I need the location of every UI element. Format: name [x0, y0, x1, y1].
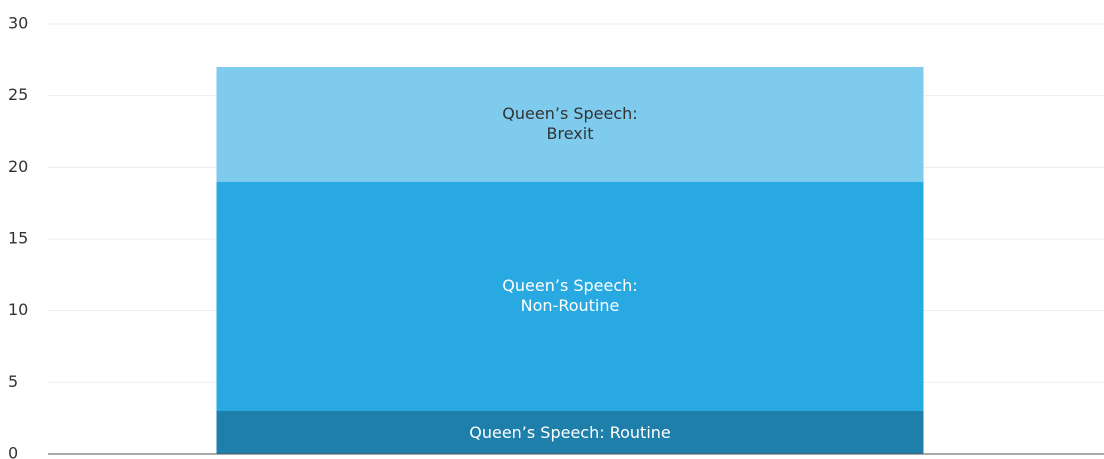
segment-label: Queen’s Speech: Non-Routine	[502, 276, 638, 316]
y-tick-label: 30	[8, 14, 28, 33]
segment-label-wrap: Queen’s Speech: Brexit	[217, 67, 924, 182]
segment-label: Queen’s Speech: Brexit	[502, 104, 638, 144]
y-tick-label: 0	[8, 444, 18, 459]
y-tick-label: 5	[8, 372, 18, 391]
segment-label-wrap: Queen’s Speech: Non-Routine	[217, 182, 924, 411]
segment-label-box: Queen’s Speech: Non-Routine	[217, 182, 924, 411]
y-tick-label: 20	[8, 157, 28, 176]
bar-segment	[216, 411, 924, 454]
segment-label-box: Queen’s Speech: Brexit	[217, 67, 924, 182]
y-tick-label: 25	[8, 85, 28, 104]
segment-label-wrap: Queen’s Speech: Routine	[217, 411, 924, 454]
segment-label: Queen’s Speech: Routine	[469, 422, 671, 442]
y-tick-label: 10	[8, 300, 28, 319]
bar-segment	[216, 181, 924, 411]
y-tick-label: 15	[8, 229, 28, 248]
segment-label-box: Queen’s Speech: Routine	[217, 411, 924, 454]
bar-segment	[216, 67, 924, 182]
